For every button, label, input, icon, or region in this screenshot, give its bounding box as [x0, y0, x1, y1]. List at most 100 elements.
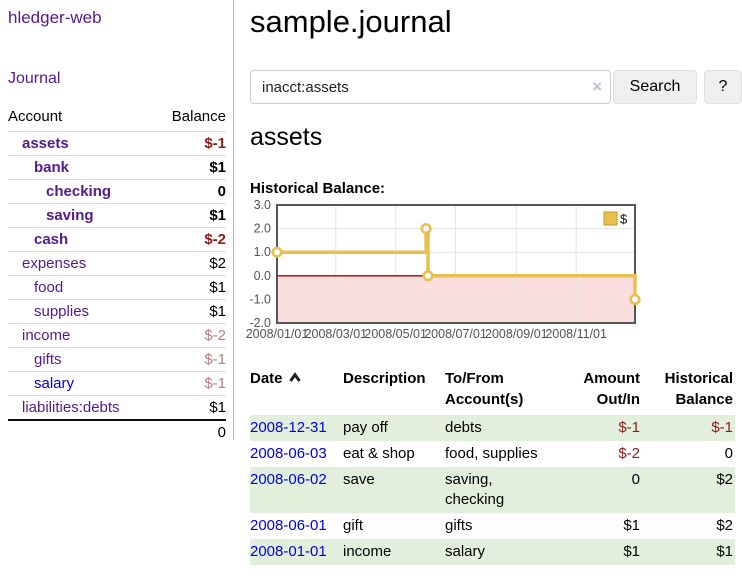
transaction-description: pay off [343, 419, 388, 436]
register-col-balance-line1: Historical [664, 370, 733, 387]
transaction-row: 2008-06-02 save saving, checking 0 $2 [250, 467, 735, 513]
y-tick-label: 3.0 [254, 198, 271, 212]
account-link[interactable]: food [34, 279, 64, 296]
account-row: saving $1 [8, 203, 226, 228]
x-tick-label: 2008/11/01 [545, 327, 607, 341]
account-row: cash $-2 [8, 227, 226, 252]
transaction-date-link[interactable]: 2008-06-02 [250, 471, 327, 488]
transaction-description: save [343, 471, 375, 488]
account-link[interactable]: bank [34, 159, 70, 176]
y-tick-label: 1.0 [254, 245, 271, 259]
transaction-amount: $1 [623, 543, 640, 560]
search-input-wrap: × [250, 70, 611, 104]
account-row: liabilities:debts $1 [8, 395, 226, 420]
account-link[interactable]: saving [46, 207, 94, 224]
account-row: income $-2 [8, 323, 226, 348]
brand-link[interactable]: hledger-web [8, 8, 102, 27]
transaction-description: gift [343, 517, 364, 534]
account-balance: $2 [154, 251, 226, 276]
data-point-marker [271, 246, 283, 258]
transaction-amount: $1 [623, 517, 640, 534]
account-link[interactable]: salary [34, 375, 75, 392]
accounts-table: Account Balance assets $-1 bank $1 checking 0… [8, 104, 226, 444]
accounts-header-row: Account Balance [8, 104, 226, 132]
accounts-total-row: 0 [8, 419, 226, 444]
account-balance: $-1 [154, 371, 226, 396]
account-balance: $-2 [154, 323, 226, 348]
account-link[interactable]: gifts [34, 351, 62, 368]
account-link[interactable]: supplies [34, 303, 90, 320]
legend-swatch [603, 211, 618, 226]
account-balance: $1 [154, 275, 226, 300]
register-col-date-label: Date [250, 370, 283, 387]
register-table: Date Description To/From Account(s) Amou… [250, 366, 735, 565]
chart-heading: Historical Balance: [250, 180, 386, 197]
transaction-balance: 0 [724, 445, 733, 462]
y-tick-label: 2.0 [254, 222, 271, 236]
y-tick-label: -2.0 [249, 316, 271, 330]
register-col-description: Description [343, 366, 445, 415]
register-col-date: Date [250, 366, 343, 415]
account-link[interactable]: expenses [22, 255, 87, 272]
search-input[interactable] [250, 70, 611, 104]
transaction-accounts: debts [445, 419, 482, 436]
historical-balance-chart: $3.0 2.0 1.0 0.0 -1.0 -2.02008/01/012008/03/0… [246, 198, 641, 341]
transaction-accounts: gifts [445, 517, 473, 534]
page-title: sample.journal [250, 4, 452, 39]
x-tick-label: 2008/01/01 [246, 327, 309, 341]
sidebar-divider [233, 0, 234, 440]
y-tick-label: 0.0 [254, 269, 271, 283]
account-row: salary $-1 [8, 371, 226, 396]
account-title: assets [250, 123, 323, 151]
register-header-row: Date Description To/From Account(s) Amou… [250, 366, 735, 415]
account-link[interactable]: cash [34, 231, 69, 248]
account-balance: $-1 [154, 347, 226, 372]
transaction-balance: $-1 [711, 419, 733, 436]
search-form: × Search ? [250, 70, 742, 104]
y-tick-label: -1.0 [249, 292, 271, 306]
transaction-date-link[interactable]: 2008-06-01 [250, 517, 327, 534]
transaction-balance: $2 [716, 471, 733, 488]
account-balance: $1 [154, 299, 226, 324]
transaction-amount: 0 [631, 471, 640, 488]
account-row: expenses $2 [8, 251, 226, 276]
transaction-description: eat & shop [343, 445, 415, 462]
account-link[interactable]: income [22, 327, 71, 344]
transaction-amount: $-1 [618, 419, 640, 436]
transaction-description: income [343, 543, 392, 560]
x-tick-label: 2008/09/01 [485, 327, 548, 341]
transaction-amount: $-2 [618, 445, 640, 462]
data-point-marker [420, 222, 432, 235]
account-row: gifts $-1 [8, 347, 226, 372]
account-balance: $-2 [154, 227, 226, 252]
transaction-accounts: food, supplies [445, 445, 538, 462]
plot-border [276, 204, 636, 324]
account-balance: $1 [154, 203, 226, 228]
transaction-date-link[interactable]: 2008-06-03 [250, 445, 327, 462]
transaction-date-link[interactable]: 2008-01-01 [250, 543, 327, 560]
transaction-accounts: saving, checking [445, 471, 505, 508]
clear-search-icon[interactable]: × [592, 77, 602, 96]
help-button[interactable]: ? [704, 70, 742, 104]
sort-ascending-icon [288, 372, 301, 382]
register-col-amount-line2: Out/In [596, 391, 640, 408]
account-row: assets $-1 [8, 131, 226, 156]
register-col-amount-line1: Amount [583, 370, 640, 387]
register-col-description-label: Description [343, 370, 426, 387]
register-col-amount: Amount Out/In [563, 366, 642, 415]
account-link[interactable]: checking [46, 183, 112, 200]
account-balance: $1 [154, 155, 226, 180]
account-link[interactable]: assets [22, 135, 69, 152]
search-button[interactable]: Search [613, 70, 697, 104]
transaction-date-link[interactable]: 2008-12-31 [250, 419, 327, 436]
sidebar-item-journal[interactable]: Journal [8, 70, 61, 87]
transaction-row: 2008-12-31 pay off debts $-1 $-1 [250, 415, 735, 441]
account-link[interactable]: liabilities:debts [22, 399, 120, 416]
register-col-tofrom: To/From Account(s) [445, 366, 563, 415]
accounts-col-balance: Balance [171, 108, 226, 125]
account-balance: $1 [154, 395, 226, 420]
account-balance: 0 [154, 179, 226, 204]
transaction-row: 2008-06-01 gift gifts $1 $2 [250, 513, 735, 539]
transaction-row: 2008-06-03 eat & shop food, supplies $-2 0 [250, 441, 735, 467]
